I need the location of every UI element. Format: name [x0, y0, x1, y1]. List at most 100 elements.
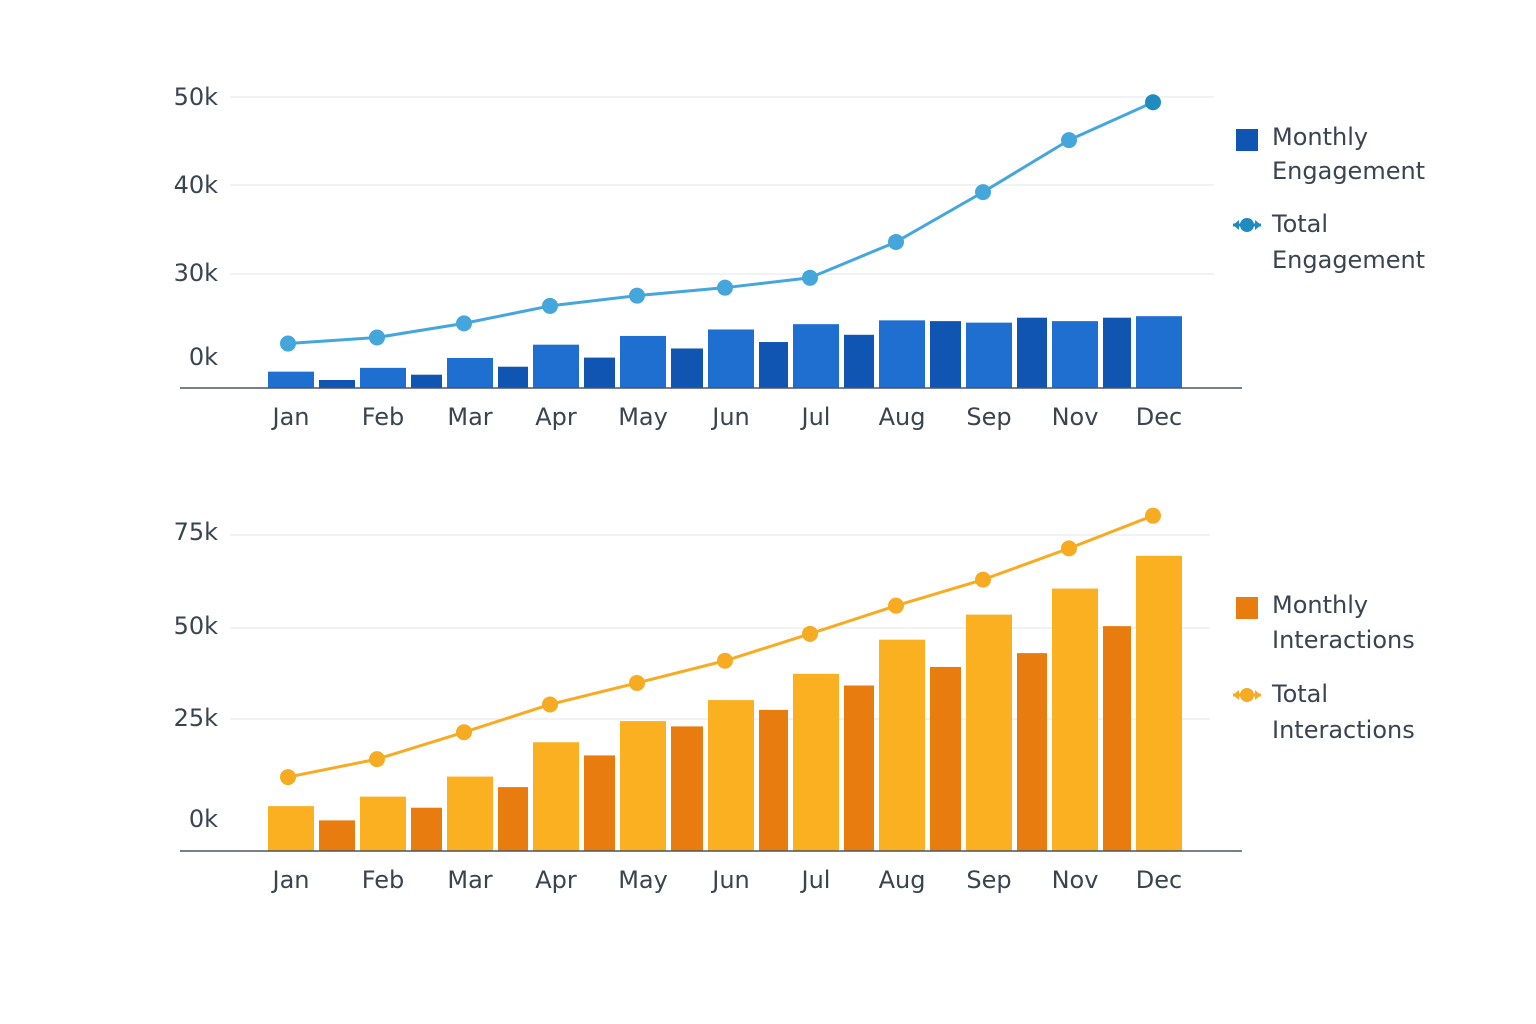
legend-arrow-left	[1233, 220, 1239, 230]
y-tick-label: 50k	[174, 612, 219, 640]
legend-label: Monthly	[1272, 591, 1368, 619]
bar	[268, 371, 314, 388]
line-point	[369, 329, 385, 346]
x-tick-label: Jul	[800, 866, 831, 894]
legend-swatch	[1236, 129, 1258, 151]
line-point	[280, 335, 296, 352]
bar	[360, 367, 406, 388]
x-tick-label: May	[618, 403, 668, 431]
bar	[879, 639, 925, 851]
line-point	[1145, 94, 1161, 111]
y-tick-label: 50k	[174, 83, 219, 111]
line-point	[456, 315, 472, 332]
legend-label: Monthly	[1272, 123, 1368, 151]
x-tick-label: Sep	[966, 403, 1011, 431]
x-tick-label: Mar	[447, 866, 492, 894]
line-point	[629, 674, 645, 691]
bar	[411, 374, 442, 388]
legend-dot	[1240, 218, 1254, 232]
line-point	[542, 696, 558, 713]
x-tick-label: Jun	[710, 403, 750, 431]
x-tick-label: Mar	[447, 403, 492, 431]
x-tick-label: May	[618, 866, 668, 894]
line-point	[888, 233, 904, 250]
bar	[620, 721, 666, 851]
bar	[620, 335, 666, 388]
line-point	[802, 269, 818, 286]
y-tick-label: 0k	[189, 343, 218, 371]
bar	[671, 348, 703, 388]
bar	[268, 806, 314, 851]
bar	[1052, 321, 1098, 388]
bar	[319, 820, 355, 851]
bar	[966, 322, 1012, 388]
line-point	[542, 297, 558, 314]
bar	[447, 357, 493, 388]
bar	[844, 685, 874, 851]
x-tick-label: Apr	[535, 403, 577, 431]
bar	[879, 320, 925, 388]
legend-label: Total	[1271, 680, 1328, 708]
legend-label: Engagement	[1272, 157, 1425, 185]
bar	[759, 342, 788, 388]
bar	[319, 380, 355, 388]
line-point	[717, 652, 733, 669]
line-point	[1061, 132, 1077, 149]
bar	[533, 742, 579, 851]
x-tick-label: Jan	[271, 403, 310, 431]
line-point	[1061, 540, 1077, 557]
y-tick-label: 75k	[174, 518, 219, 546]
bar	[1017, 653, 1047, 851]
bar	[584, 357, 615, 388]
x-tick-label: Dec	[1136, 403, 1182, 431]
bar	[411, 807, 442, 851]
legend-label: Total	[1271, 210, 1328, 238]
x-tick-label: Apr	[535, 866, 577, 894]
bar	[930, 321, 961, 388]
legend-arrow-right	[1255, 690, 1261, 700]
legend-label: Interactions	[1272, 716, 1415, 744]
bar	[793, 324, 839, 388]
x-tick-label: Dec	[1136, 866, 1182, 894]
line-point	[1145, 507, 1161, 524]
y-tick-label: 30k	[174, 259, 219, 287]
bar	[533, 344, 579, 388]
legend-label: Engagement	[1272, 246, 1425, 274]
bar	[498, 366, 528, 388]
bar	[1103, 626, 1131, 851]
x-tick-label: Feb	[362, 866, 405, 894]
x-tick-label: Nov	[1052, 866, 1099, 894]
line-point	[888, 597, 904, 614]
y-tick-label: 40k	[174, 171, 219, 199]
x-tick-label: Aug	[879, 866, 926, 894]
chart-engagement: 0k 30k 40k 50k Jan Feb Mar Apr May Jun Jul Aug Sep No…	[174, 83, 1426, 431]
bar	[1136, 316, 1182, 388]
line-point	[629, 287, 645, 304]
x-tick-label: Jun	[710, 866, 750, 894]
bar	[759, 709, 788, 851]
line-point	[280, 769, 296, 786]
bar	[793, 673, 839, 851]
bar	[447, 776, 493, 851]
bar	[1103, 317, 1131, 388]
x-tick-label: Jul	[800, 403, 831, 431]
series-line	[287, 100, 1154, 346]
legend-arrow-right	[1255, 220, 1261, 230]
bar	[671, 726, 703, 851]
chart-interactions: 0k 25k 50k 75k Jan Feb Mar Apr May Jun Jul Aug Sep No…	[174, 507, 1415, 894]
legend-arrow-left	[1233, 690, 1239, 700]
bar	[360, 796, 406, 851]
x-tick-label: Feb	[362, 403, 405, 431]
legend-dot	[1240, 688, 1254, 702]
x-tick-label: Sep	[966, 866, 1011, 894]
bar	[498, 787, 528, 851]
bar	[584, 755, 615, 851]
bar	[1017, 317, 1047, 388]
legend-swatch	[1236, 597, 1258, 619]
x-tick-label: Nov	[1052, 403, 1099, 431]
y-tick-label: 25k	[174, 704, 219, 732]
bar	[1136, 555, 1182, 851]
line-point	[975, 184, 991, 201]
x-tick-label: Aug	[879, 403, 926, 431]
